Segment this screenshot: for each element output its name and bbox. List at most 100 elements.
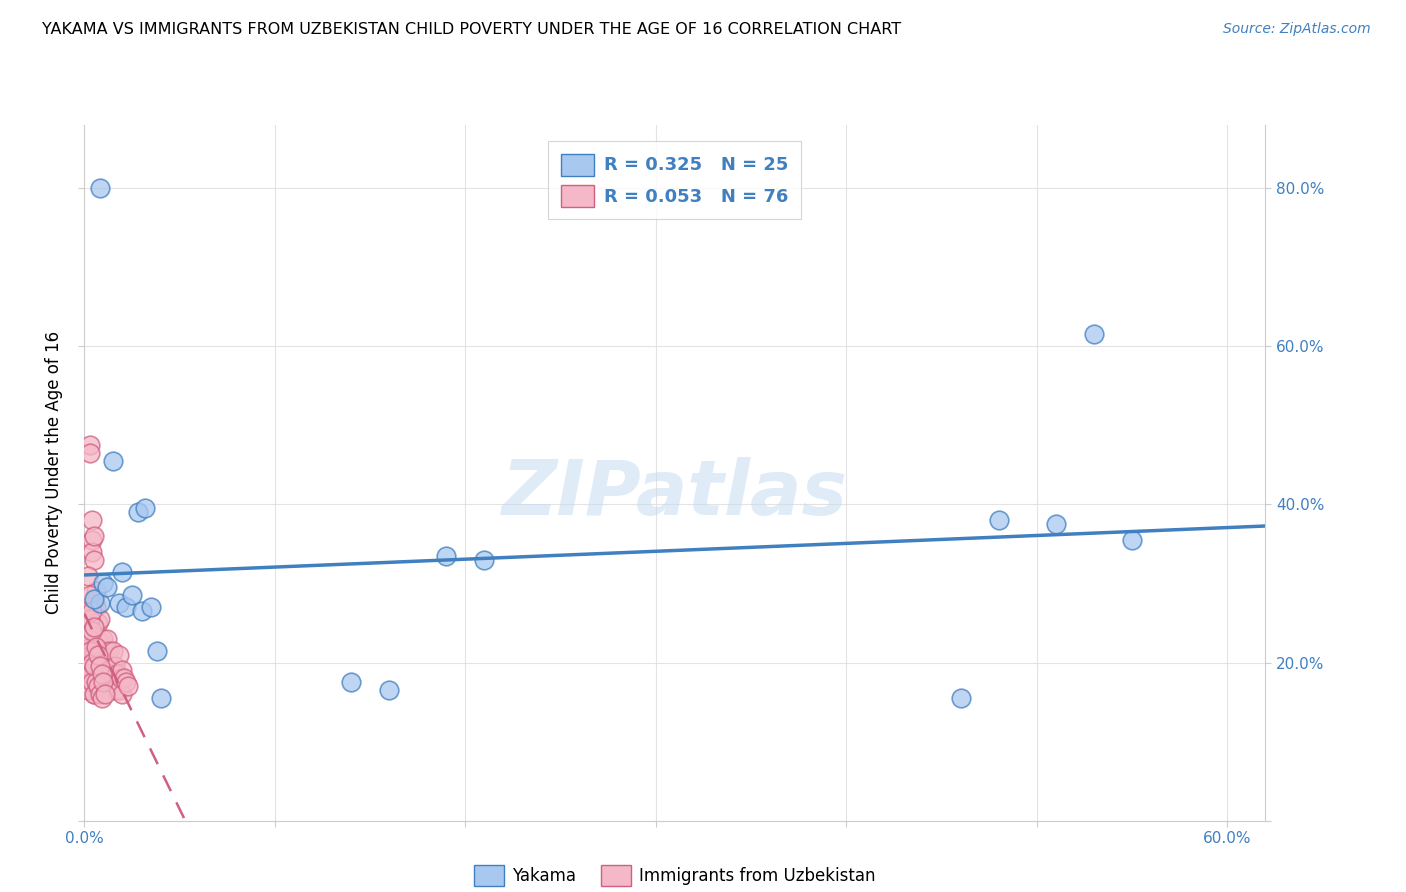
Point — [131, 604, 153, 618]
Point — [90, 636, 112, 650]
Point — [83, 643, 105, 657]
Point — [89, 648, 111, 662]
Legend: Yakama, Immigrants from Uzbekistan: Yakama, Immigrants from Uzbekistan — [467, 859, 883, 892]
Point — [145, 643, 167, 657]
Point — [84, 656, 107, 670]
Point — [115, 675, 138, 690]
Point — [84, 584, 107, 599]
Point — [79, 588, 101, 602]
Point — [107, 683, 129, 698]
Point — [987, 513, 1010, 527]
Point — [101, 675, 124, 690]
Point — [100, 667, 122, 681]
Point — [89, 612, 111, 626]
Point — [1045, 517, 1067, 532]
Y-axis label: Child Poverty Under the Age of 16: Child Poverty Under the Age of 16 — [45, 331, 63, 615]
Point — [98, 643, 121, 657]
Point — [86, 615, 108, 630]
Point — [89, 181, 111, 195]
Point — [77, 568, 100, 582]
Point — [84, 683, 107, 698]
Point — [93, 576, 115, 591]
Point — [83, 620, 105, 634]
Point — [107, 648, 129, 662]
Point — [79, 438, 101, 452]
Point — [93, 675, 115, 690]
Point — [86, 632, 108, 646]
Point — [149, 691, 172, 706]
Point — [93, 659, 115, 673]
Point — [83, 687, 105, 701]
Point — [90, 691, 112, 706]
Point — [96, 659, 118, 673]
Point — [79, 612, 101, 626]
Point — [96, 581, 118, 595]
Point — [90, 667, 112, 681]
Point — [89, 683, 111, 698]
Point — [83, 552, 105, 567]
Point — [111, 565, 134, 579]
Point — [105, 667, 128, 681]
Point — [80, 604, 103, 618]
Point — [104, 659, 127, 673]
Point — [80, 656, 103, 670]
Point — [89, 596, 111, 610]
Point — [434, 549, 457, 563]
Point — [110, 671, 132, 685]
Point — [86, 667, 108, 681]
Point — [83, 592, 105, 607]
Point — [94, 643, 117, 657]
Point — [80, 545, 103, 559]
Point — [101, 454, 124, 468]
Point — [79, 667, 101, 681]
Point — [104, 683, 127, 698]
Point — [93, 632, 115, 646]
Point — [84, 640, 107, 654]
Point — [77, 600, 100, 615]
Point — [96, 632, 118, 646]
Point — [115, 600, 138, 615]
Point — [474, 552, 496, 567]
Point — [90, 667, 112, 681]
Point — [107, 596, 129, 610]
Point — [84, 600, 107, 615]
Point — [121, 588, 143, 602]
Point — [340, 675, 363, 690]
Point — [134, 501, 156, 516]
Text: YAKAMA VS IMMIGRANTS FROM UZBEKISTAN CHILD POVERTY UNDER THE AGE OF 16 CORRELATI: YAKAMA VS IMMIGRANTS FROM UZBEKISTAN CHI… — [42, 22, 901, 37]
Text: Source: ZipAtlas.com: Source: ZipAtlas.com — [1223, 22, 1371, 37]
Point — [86, 679, 108, 693]
Point — [378, 683, 401, 698]
Point — [80, 624, 103, 638]
Point — [117, 679, 139, 693]
Point — [83, 529, 105, 543]
Point — [80, 513, 103, 527]
Point — [112, 671, 135, 685]
Point — [80, 643, 103, 657]
Point — [80, 533, 103, 547]
Point — [79, 640, 101, 654]
Text: ZIPatlas: ZIPatlas — [502, 457, 848, 531]
Point — [77, 659, 100, 673]
Point — [79, 643, 101, 657]
Point — [77, 683, 100, 698]
Point — [949, 691, 972, 706]
Point — [86, 683, 108, 698]
Point — [80, 656, 103, 670]
Point — [1083, 327, 1105, 342]
Point — [79, 446, 101, 460]
Point — [86, 648, 108, 662]
Point — [83, 667, 105, 681]
Point — [83, 687, 105, 701]
Point — [89, 659, 111, 673]
Point — [84, 675, 107, 690]
Point — [94, 667, 117, 681]
Point — [139, 600, 162, 615]
Point — [101, 643, 124, 657]
Point — [77, 632, 100, 646]
Point — [84, 632, 107, 646]
Point — [83, 620, 105, 634]
Point — [79, 643, 101, 657]
Point — [80, 675, 103, 690]
Point — [1121, 533, 1143, 547]
